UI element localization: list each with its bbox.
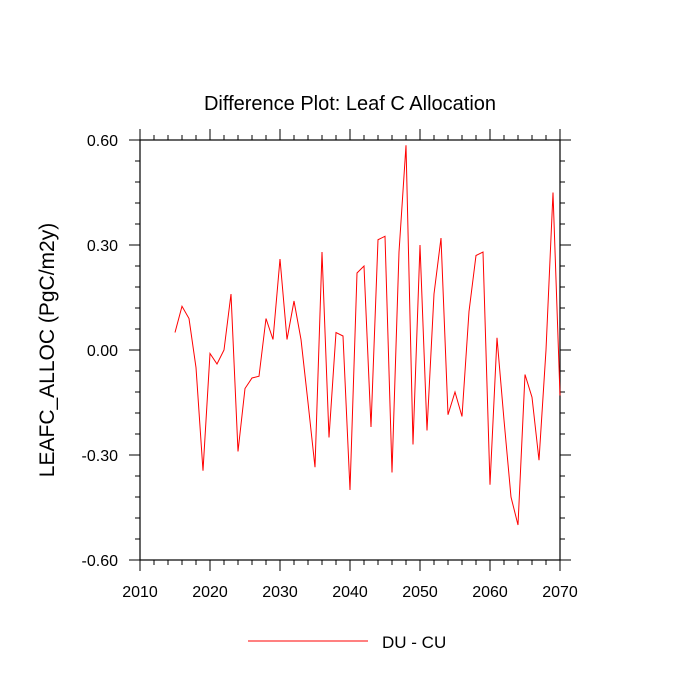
x-tick-label-2060: 2060 <box>472 584 508 601</box>
y-tick-label: 0.60 <box>87 133 118 150</box>
x-tick-label-2070: 2070 <box>542 584 578 601</box>
y-axis-label: LEAFC_ALLOC (PgC/m2y) <box>36 223 59 477</box>
legend-label: DU - CU <box>382 633 446 652</box>
series-line-0 <box>174 145 561 526</box>
y-tick-label: 0.00 <box>87 343 118 360</box>
x-tick-label-2020: 2020 <box>192 584 228 601</box>
chart-title: Difference Plot: Leaf C Allocation <box>204 93 496 115</box>
legend: DU - CU <box>248 633 446 652</box>
series-layer <box>174 145 561 526</box>
x-tick-label-2040: 2040 <box>332 584 368 601</box>
plot-frame <box>139 139 561 561</box>
x-tick-label-2050: 2050 <box>402 584 438 601</box>
y-tick-label: -0.60 <box>82 553 119 570</box>
y-tick-label: 0.30 <box>87 238 118 255</box>
axis-ticks <box>129 129 571 571</box>
x-tick-label-2010: 2010 <box>122 584 158 601</box>
y-tick-label: -0.30 <box>82 448 119 465</box>
axis-tick-labels: 2010 2020 2030 2040 2050 2060 2070 0.60 0.30 0.00… <box>82 133 578 601</box>
x-tick-label-2030: 2030 <box>262 584 298 601</box>
